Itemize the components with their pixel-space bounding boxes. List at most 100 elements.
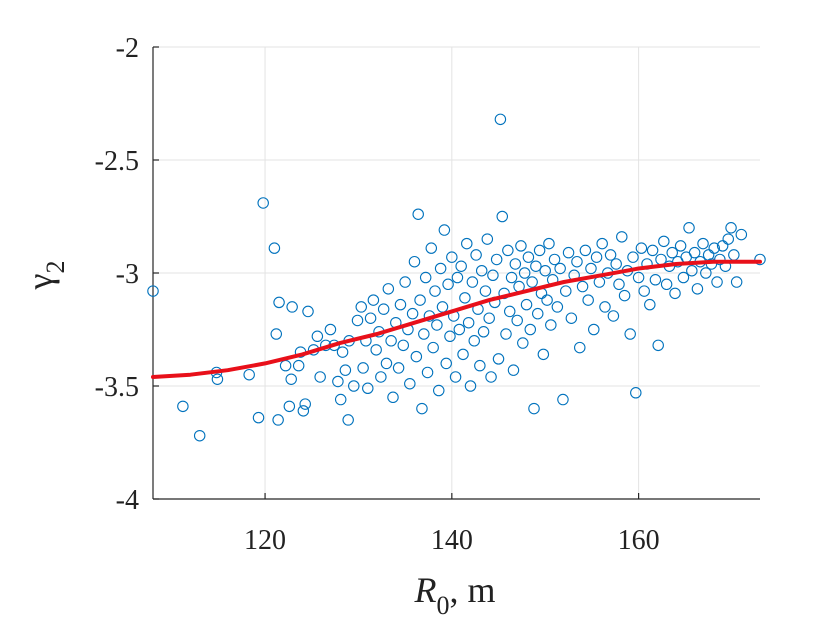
data-point-190 — [711, 276, 723, 288]
data-point-140 — [571, 255, 583, 268]
data-point-144 — [582, 294, 594, 306]
data-point-96 — [481, 233, 494, 245]
data-point-6 — [252, 411, 265, 424]
data-point-28 — [334, 393, 347, 406]
data-point-104 — [496, 210, 509, 223]
data-point-0 — [147, 285, 159, 297]
data-point-153 — [607, 310, 620, 322]
y-tick-label-4: -2 — [116, 33, 139, 64]
data-point-61 — [416, 402, 428, 415]
data-point-74 — [440, 357, 452, 370]
data-point-18 — [297, 405, 310, 417]
data-point-30 — [339, 364, 352, 376]
x-axis-title: R0, m — [413, 570, 495, 620]
data-point-63 — [419, 271, 432, 284]
data-point-161 — [630, 387, 642, 399]
data-point-152 — [604, 249, 617, 261]
data-point-98 — [485, 371, 497, 383]
data-point-33 — [348, 380, 360, 392]
data-point-22 — [311, 330, 324, 343]
data-point-76 — [444, 330, 456, 343]
data-point-84 — [459, 292, 471, 304]
data-point-191 — [714, 253, 726, 266]
data-point-94 — [477, 326, 490, 338]
data-point-89 — [468, 335, 480, 347]
data-point-168 — [649, 274, 662, 286]
data-point-185 — [697, 237, 709, 250]
data-point-111 — [509, 258, 522, 270]
data-point-44 — [377, 303, 390, 315]
data-point-198 — [735, 228, 748, 241]
data-point-25 — [324, 323, 337, 336]
data-point-80 — [451, 271, 464, 284]
data-point-112 — [511, 314, 523, 327]
data-point-132 — [548, 253, 561, 266]
data-point-169 — [652, 339, 664, 352]
data-point-87 — [464, 380, 477, 392]
data-point-7 — [257, 197, 269, 209]
data-point-48 — [387, 391, 399, 404]
y-axis-title: γ2 — [20, 261, 70, 291]
data-point-60 — [414, 294, 426, 306]
data-point-177 — [674, 240, 687, 252]
data-point-119 — [524, 323, 537, 336]
data-point-135 — [557, 393, 569, 406]
data-point-39 — [364, 312, 377, 324]
data-point-79 — [449, 371, 462, 383]
data-point-55 — [404, 377, 416, 390]
data-point-115 — [517, 337, 529, 349]
data-point-159 — [624, 328, 636, 340]
data-point-67 — [427, 341, 439, 354]
data-point-19 — [299, 398, 311, 410]
data-point-154 — [610, 258, 622, 270]
data-point-43 — [375, 371, 387, 383]
data-point-199 — [754, 253, 766, 266]
grid — [153, 46, 760, 500]
data-point-31 — [342, 414, 354, 426]
data-point-64 — [421, 366, 434, 379]
data-point-93 — [475, 264, 488, 277]
data-point-41 — [370, 344, 382, 356]
data-point-29 — [336, 346, 349, 358]
data-point-77 — [446, 251, 458, 263]
data-point-194 — [722, 233, 734, 245]
data-point-72 — [436, 301, 449, 313]
scatter-points — [147, 113, 766, 442]
data-point-160 — [627, 251, 639, 263]
data-point-110 — [507, 364, 520, 376]
data-point-102 — [492, 353, 505, 365]
data-point-99 — [487, 269, 499, 282]
data-point-8 — [268, 242, 281, 254]
data-point-164 — [638, 285, 650, 297]
data-point-121 — [528, 402, 540, 415]
data-point-129 — [543, 237, 555, 250]
data-point-81 — [453, 323, 466, 336]
data-point-45 — [380, 357, 393, 370]
data-point-20 — [302, 305, 314, 318]
data-point-178 — [677, 271, 690, 284]
data-point-122 — [530, 260, 542, 272]
data-point-23 — [314, 371, 326, 383]
data-point-58 — [410, 350, 423, 363]
data-point-109 — [505, 271, 518, 284]
data-point-13 — [283, 400, 296, 413]
data-point-174 — [666, 246, 678, 259]
data-point-40 — [367, 294, 380, 306]
data-point-189 — [708, 242, 720, 254]
data-point-120 — [526, 276, 538, 288]
data-point-95 — [479, 285, 492, 297]
data-point-150 — [599, 301, 611, 313]
data-point-82 — [455, 260, 467, 272]
data-point-35 — [355, 301, 367, 313]
data-point-136 — [560, 285, 572, 297]
data-point-195 — [725, 222, 737, 234]
data-point-51 — [394, 298, 407, 311]
data-point-156 — [616, 231, 628, 243]
data-point-107 — [502, 244, 514, 257]
data-point-163 — [635, 242, 648, 254]
data-point-116 — [518, 267, 531, 279]
axes — [152, 46, 760, 500]
data-point-123 — [531, 307, 544, 320]
data-point-62 — [418, 328, 430, 340]
data-point-172 — [660, 278, 673, 291]
